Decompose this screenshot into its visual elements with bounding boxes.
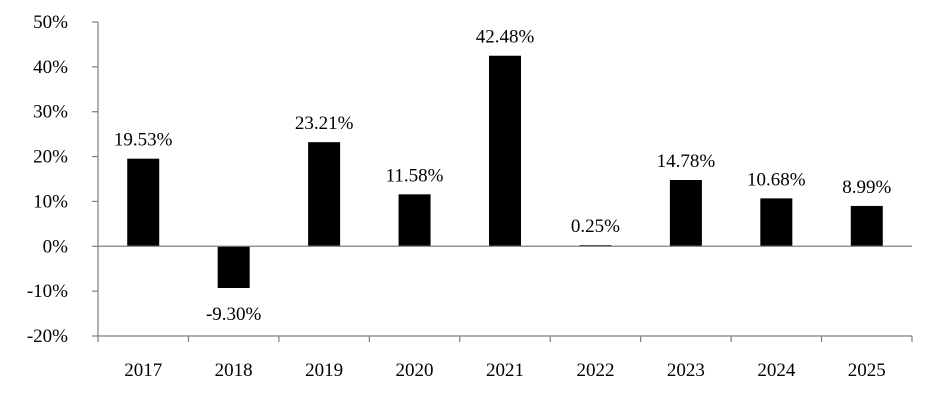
y-axis: 50% 40% 30% 20% 10% 0% -10% -20% — [27, 12, 99, 347]
bar-2019 — [308, 142, 341, 247]
data-label: 8.99% — [842, 177, 891, 198]
y-tick-label: 40% — [33, 57, 68, 78]
y-tick-label: -10% — [27, 281, 68, 302]
x-tick-label: 2024 — [757, 360, 796, 381]
bar-2020 — [398, 194, 431, 247]
y-tick-label: 30% — [33, 102, 68, 123]
y-tick-label: 0% — [43, 236, 69, 257]
data-label: 23.21% — [295, 113, 354, 134]
x-tick-label: 2020 — [396, 360, 434, 381]
x-tick-label: 2019 — [305, 360, 343, 381]
data-label: -9.30% — [206, 304, 262, 325]
bar-2021 — [489, 55, 521, 247]
y-tick-label: 10% — [33, 191, 68, 212]
data-label: 14.78% — [657, 151, 716, 172]
x-tick-label: 2017 — [124, 360, 162, 381]
data-label: 10.68% — [747, 169, 806, 190]
data-label: 0.25% — [571, 216, 620, 237]
bar-2024 — [760, 198, 793, 247]
data-labels: 19.53% -9.30% 23.21% 11.58% 42.48% 0.25% 14.78… — [114, 27, 892, 325]
bar-2018 — [217, 246, 250, 289]
data-label: 11.58% — [386, 165, 444, 186]
x-tick-label: 2021 — [486, 360, 524, 381]
data-label: 42.48% — [476, 27, 535, 48]
bar-2023 — [669, 179, 702, 247]
data-label: 19.53% — [114, 130, 173, 151]
bars — [127, 55, 883, 289]
y-tick-label: 20% — [33, 147, 68, 168]
bar-2017 — [127, 158, 160, 247]
y-tick-label: -20% — [27, 326, 68, 347]
y-tick-label: 50% — [33, 12, 68, 33]
x-tick-label: 2022 — [576, 360, 614, 381]
x-tick-label: 2018 — [215, 360, 253, 381]
x-tick-label: 2023 — [667, 360, 705, 381]
x-axis: 2017 2018 2019 2020 2021 2022 2023 2024 2025 — [97, 245, 913, 381]
bar-2025 — [850, 205, 883, 247]
x-tick-label: 2025 — [848, 360, 886, 381]
